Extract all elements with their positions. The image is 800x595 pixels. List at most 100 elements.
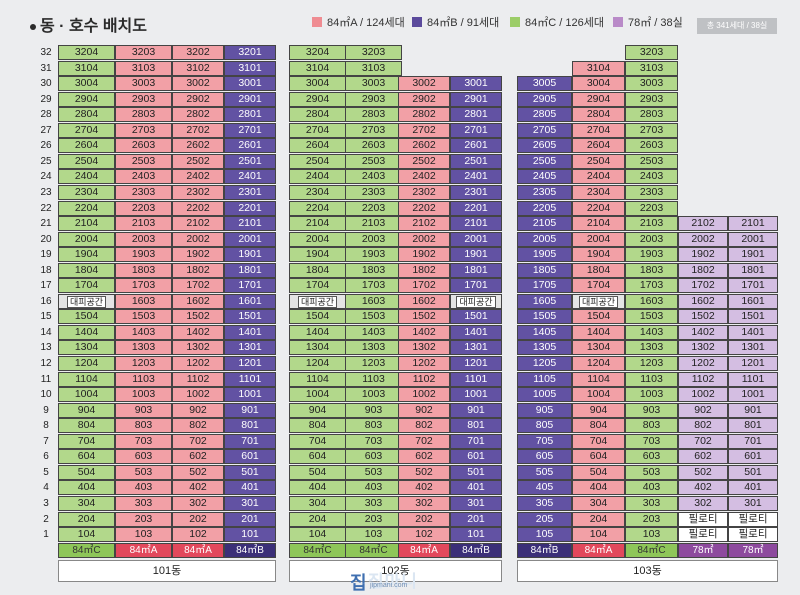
unit-cell: 2403 [115,169,172,185]
pilotis-cell: 필로티 [678,511,728,527]
unit-cell: 1602 [172,293,224,309]
unit-cell: 3004 [572,76,625,92]
unit-cell: 403 [115,480,172,496]
unit-cell: 1803 [625,262,678,278]
unit-cell: 1703 [345,278,402,294]
unit-cell: 1404 [289,324,346,340]
unit-cell: 801 [450,418,502,434]
unit-cell: 1802 [172,262,224,278]
unit-type-label: 84㎡B [224,543,276,559]
unit-cell: 1704 [572,278,625,294]
unit-cell: 1302 [678,340,728,356]
unit-cell: 2502 [398,153,450,169]
unit-cell: 101 [450,527,502,543]
unit-cell: 2804 [58,107,115,123]
unit-cell: 1105 [517,371,572,387]
unit-cell: 402 [398,480,450,496]
unit-cell: 404 [58,480,115,496]
unit-cell: 2503 [345,153,402,169]
floor-label: 25 [40,155,52,167]
unit-cell: 1403 [345,324,402,340]
unit-cell: 103 [345,527,402,543]
unit-cell: 903 [345,402,402,418]
unit-cell: 1601 [224,293,276,309]
unit-cell: 1405 [517,324,572,340]
unit-cell: 2504 [572,153,625,169]
unit-cell: 104 [572,527,625,543]
unit-cell: 1702 [172,278,224,294]
unit-cell: 1703 [115,278,172,294]
unit-cell: 2203 [115,200,172,216]
unit-cell: 3102 [172,60,224,76]
unit-cell: 1801 [224,262,276,278]
unit-cell: 3203 [115,45,172,60]
unit-cell: 1801 [728,262,778,278]
unit-cell: 2302 [172,184,224,200]
unit-cell: 3203 [625,45,678,60]
unit-cell: 1602 [398,293,450,309]
floor-label: 3 [43,497,49,509]
unit-cell: 1102 [172,371,224,387]
unit-cell: 2903 [115,91,172,107]
unit-cell: 803 [345,418,402,434]
unit-cell: 504 [58,464,115,480]
unit-cell: 302 [172,495,224,511]
unit-cell: 3002 [172,76,224,92]
refuge-space-cell: 대피공간 [572,293,625,309]
legend-item-84c: 84㎡C / 126세대 [510,14,604,30]
page-title: 동 · 호수 배치도 [30,12,147,36]
unit-cell: 2604 [58,138,115,154]
unit-cell: 1301 [224,340,276,356]
refuge-space-label: 대피공간 [578,295,619,308]
unit-cell: 2305 [517,184,572,200]
unit-cell: 2801 [224,107,276,123]
unit-cell: 2601 [224,138,276,154]
unit-cell: 2302 [398,184,450,200]
unit-cell: 1303 [625,340,678,356]
unit-cell: 701 [224,433,276,449]
floor-label: 16 [40,295,52,307]
floor-label: 28 [40,109,52,121]
unit-cell: 1103 [115,371,172,387]
unit-cell: 1203 [345,356,402,371]
unit-cell: 2105 [517,216,572,232]
unit-cell: 2604 [289,138,346,154]
unit-cell: 1603 [345,293,402,309]
unit-cell: 804 [58,418,115,434]
unit-cell: 1903 [345,247,402,263]
unit-cell: 1501 [728,309,778,325]
unit-cell: 2803 [625,107,678,123]
unit-type-label: 78㎡ [728,543,778,559]
unit-cell: 1404 [58,324,115,340]
watermark-text: 집마니 [368,572,418,591]
unit-cell: 2203 [345,200,402,216]
unit-cell: 1502 [398,309,450,325]
unit-cell: 1104 [58,371,115,387]
unit-cell: 504 [289,464,346,480]
unit-cell: 901 [224,402,276,418]
unit-cell: 1702 [678,278,728,294]
unit-cell: 1303 [345,340,402,356]
unit-cell: 2304 [58,184,115,200]
unit-cell: 1802 [678,262,728,278]
unit-cell: 1302 [172,340,224,356]
unit-cell: 1705 [517,278,572,294]
unit-cell: 2103 [115,216,172,232]
pilotis-cell: 필로티 [728,527,778,543]
unit-cell: 204 [58,511,115,527]
unit-cell: 2004 [58,231,115,247]
unit-cell: 502 [398,464,450,480]
unit-cell: 1103 [345,371,402,387]
unit-cell: 2104 [289,216,346,232]
unit-cell: 3003 [625,76,678,92]
unit-cell: 602 [172,449,224,465]
unit-cell: 2502 [172,153,224,169]
floor-label: 20 [40,233,52,245]
unit-cell: 204 [289,511,346,527]
unit-cell: 801 [224,418,276,434]
unit-cell: 802 [398,418,450,434]
unit-cell: 2102 [172,216,224,232]
unit-type-label: 84㎡A [172,543,224,559]
unit-cell: 103 [625,527,678,543]
unit-cell: 2403 [625,169,678,185]
